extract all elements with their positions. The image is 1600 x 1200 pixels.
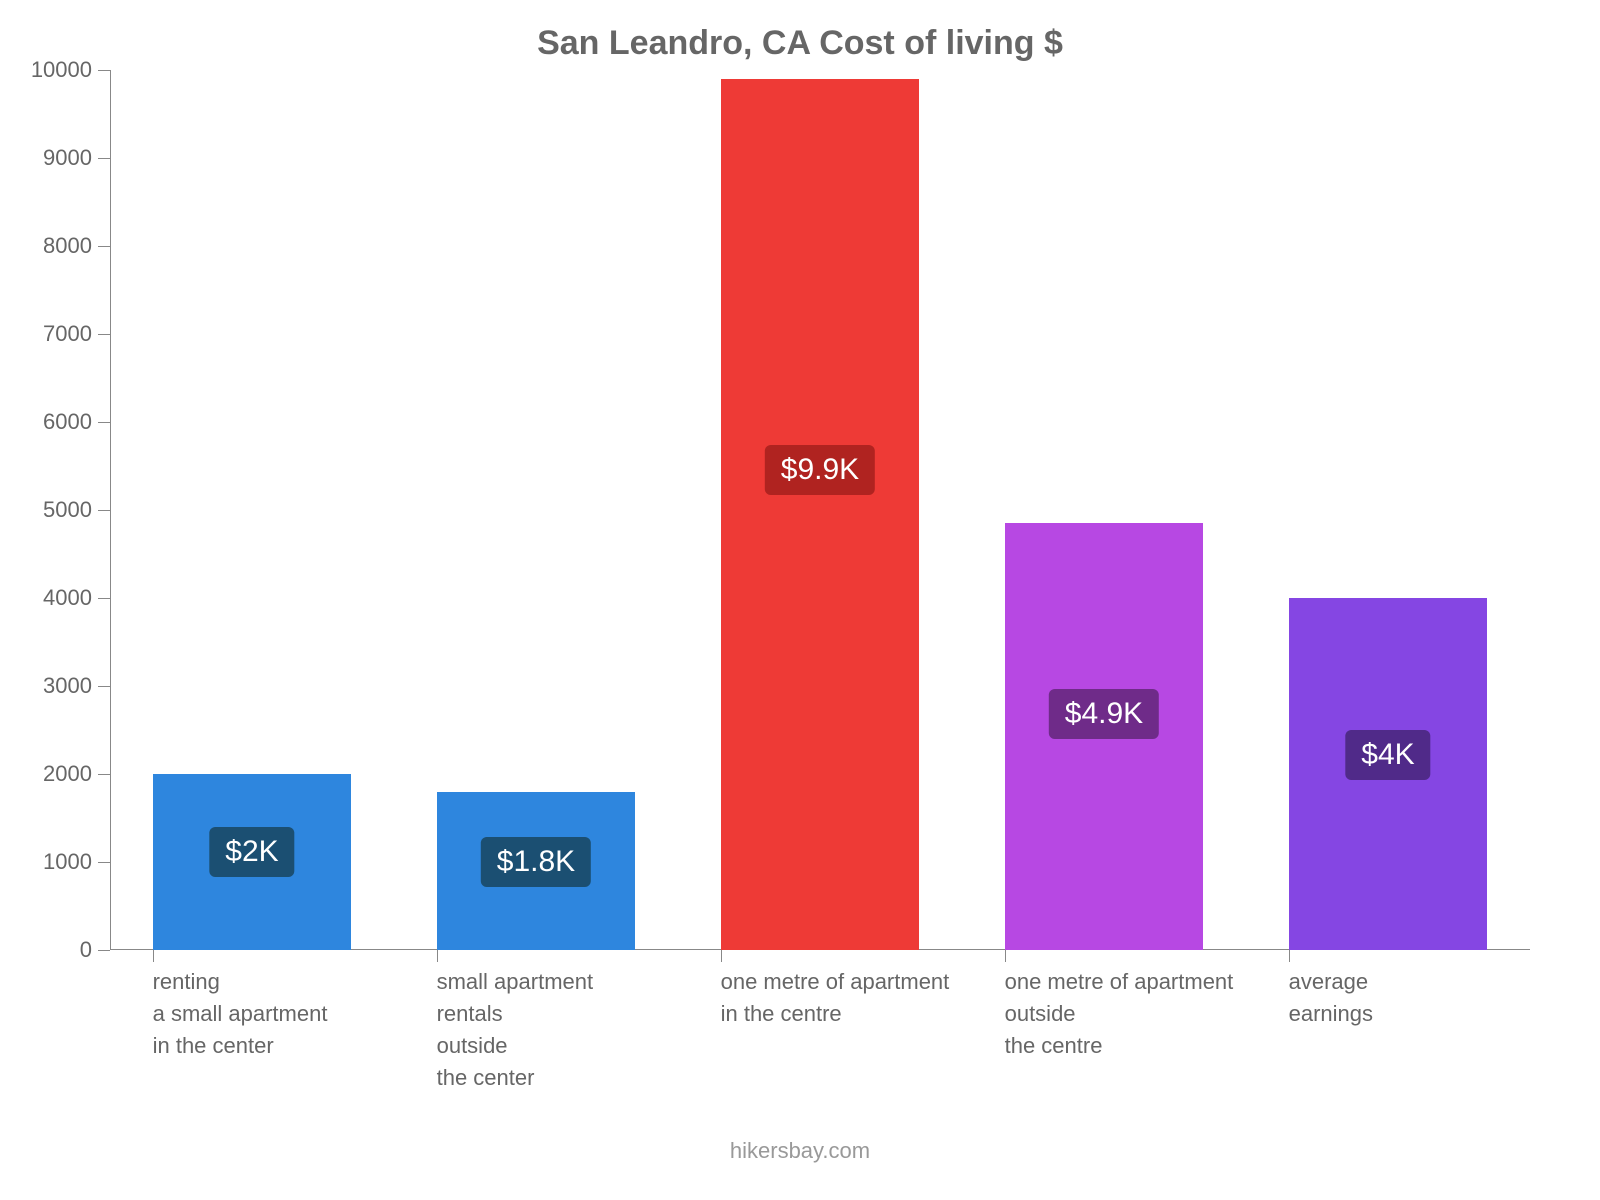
bar: $1.8K	[437, 792, 636, 950]
y-tick-label: 9000	[43, 145, 110, 171]
plot-area: 0100020003000400050006000700080009000100…	[110, 70, 1530, 950]
y-tick-label: 4000	[43, 585, 110, 611]
bar: $9.9K	[721, 79, 920, 950]
y-tick-label: 3000	[43, 673, 110, 699]
y-tick-label: 5000	[43, 497, 110, 523]
y-tick-label: 6000	[43, 409, 110, 435]
y-tick-label: 0	[80, 937, 110, 963]
x-category-label: one metre of apartment outside the centr…	[1005, 950, 1289, 1062]
x-category-label: renting a small apartment in the center	[153, 950, 437, 1062]
chart-title: San Leandro, CA Cost of living $	[0, 24, 1600, 63]
bar: $4.9K	[1005, 523, 1204, 950]
bar-value-label: $4.9K	[1049, 689, 1159, 739]
chart-footer: hikersbay.com	[0, 1138, 1600, 1164]
y-tick-label: 2000	[43, 761, 110, 787]
cost-of-living-chart: San Leandro, CA Cost of living $ 0100020…	[0, 0, 1600, 1200]
bar: $4K	[1289, 598, 1488, 950]
y-tick-label: 1000	[43, 849, 110, 875]
bar-value-label: $9.9K	[765, 445, 875, 495]
x-category-label: average earnings	[1289, 950, 1573, 1030]
bar-value-label: $2K	[209, 827, 294, 877]
y-tick-label: 7000	[43, 321, 110, 347]
bar: $2K	[153, 774, 352, 950]
bar-value-label: $1.8K	[481, 837, 591, 887]
y-tick-label: 10000	[31, 57, 110, 83]
x-category-label: small apartment rentals outside the cent…	[437, 950, 721, 1094]
x-category-label: one metre of apartment in the centre	[721, 950, 1005, 1030]
y-axis	[110, 70, 111, 950]
y-tick-label: 8000	[43, 233, 110, 259]
bar-value-label: $4K	[1345, 730, 1430, 780]
